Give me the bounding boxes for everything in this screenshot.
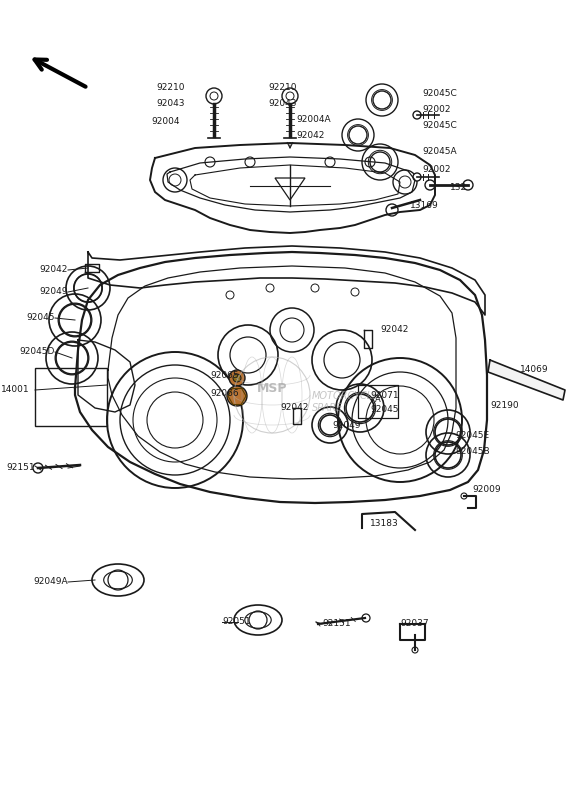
Text: 92043: 92043 xyxy=(268,99,297,109)
Text: 92045D: 92045D xyxy=(20,347,55,357)
Text: 92045A: 92045A xyxy=(422,147,457,157)
Circle shape xyxy=(413,111,421,119)
Text: 92037: 92037 xyxy=(400,619,429,629)
Text: 92004A: 92004A xyxy=(296,114,331,123)
Bar xyxy=(35,368,107,426)
Text: 14069: 14069 xyxy=(520,366,548,374)
Text: 92042: 92042 xyxy=(40,266,68,274)
Text: MSP: MSP xyxy=(257,382,287,394)
Circle shape xyxy=(229,370,245,386)
Text: 13169: 13169 xyxy=(410,202,439,210)
Text: 92002: 92002 xyxy=(422,166,450,174)
Text: 92151: 92151 xyxy=(322,619,350,629)
Text: 92043: 92043 xyxy=(157,99,185,109)
Text: 92002: 92002 xyxy=(422,106,450,114)
Text: MOTORCYCLE: MOTORCYCLE xyxy=(312,391,379,401)
Circle shape xyxy=(413,173,421,181)
Text: 92066: 92066 xyxy=(210,389,239,398)
Text: 92045C: 92045C xyxy=(422,122,457,130)
Text: A: A xyxy=(375,395,381,405)
Text: 92042: 92042 xyxy=(296,130,324,139)
Text: 92210: 92210 xyxy=(268,83,297,93)
Text: 92049: 92049 xyxy=(40,287,68,297)
Text: 92009: 92009 xyxy=(472,486,500,494)
Text: 92210: 92210 xyxy=(157,83,185,93)
Text: 92049: 92049 xyxy=(332,421,360,430)
Circle shape xyxy=(227,386,247,406)
Text: 92049A: 92049A xyxy=(33,578,68,586)
Text: 92065: 92065 xyxy=(210,370,239,379)
Text: 92045C: 92045C xyxy=(422,89,457,98)
Text: 13183: 13183 xyxy=(370,519,399,529)
Text: 14001: 14001 xyxy=(1,386,30,394)
Text: 92045: 92045 xyxy=(26,314,55,322)
Text: 92071: 92071 xyxy=(370,390,399,399)
Text: 92042: 92042 xyxy=(380,326,408,334)
Polygon shape xyxy=(488,360,565,400)
Text: 92042: 92042 xyxy=(280,403,308,413)
Text: 92151: 92151 xyxy=(6,463,35,473)
Text: 92004: 92004 xyxy=(151,118,180,126)
Text: 92045: 92045 xyxy=(370,406,398,414)
Text: 92051: 92051 xyxy=(222,618,251,626)
Circle shape xyxy=(233,374,241,382)
Text: SPARE: SPARE xyxy=(312,403,343,413)
Text: 132: 132 xyxy=(450,183,467,193)
Text: 92190: 92190 xyxy=(490,401,519,410)
Text: 92045E: 92045E xyxy=(455,431,489,441)
Text: 92045B: 92045B xyxy=(455,447,489,457)
